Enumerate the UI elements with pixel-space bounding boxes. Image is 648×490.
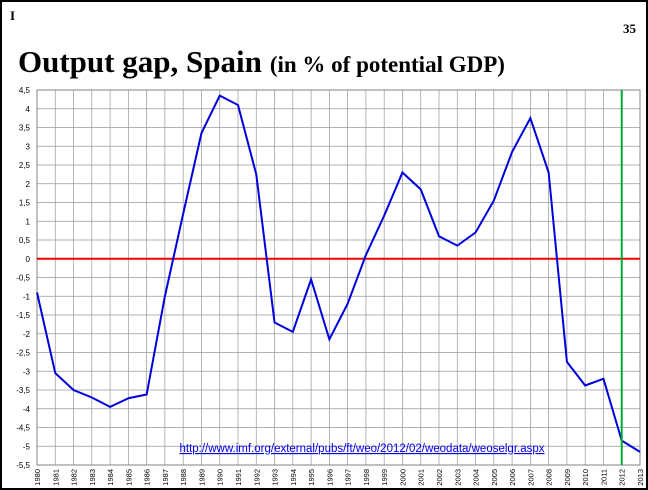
corner-right: 35	[623, 21, 637, 36]
y-tick-label: -2	[23, 330, 31, 339]
x-tick-label: 1990	[216, 469, 225, 486]
y-tick-label: 2	[26, 180, 31, 189]
x-tick-label: 1987	[161, 469, 170, 486]
title-note: (in % of potential GDP)	[270, 52, 505, 77]
x-tick-label: 1999	[380, 469, 389, 486]
x-tick-label: 1980	[33, 469, 42, 486]
x-tick-label: 2008	[545, 469, 554, 486]
x-tick-label: 1991	[234, 469, 243, 486]
x-tick-label: 1986	[143, 469, 152, 486]
corner-left: I	[10, 8, 15, 23]
y-tick-label: -5,5	[16, 461, 30, 470]
x-tick-label: 1984	[106, 469, 115, 486]
x-tick-label: 1981	[51, 469, 60, 486]
x-tick-label: 2003	[453, 469, 462, 486]
x-tick-label: 1992	[252, 469, 261, 486]
x-tick-label: 2009	[563, 469, 572, 486]
source-link[interactable]: http://www.imf.org/external/pubs/ft/weo/…	[179, 443, 544, 455]
y-tick-label: 3	[26, 142, 31, 151]
y-tick-label: -4	[23, 405, 31, 414]
x-tick-label: 1996	[325, 469, 334, 486]
y-tick-label: 1	[26, 217, 31, 226]
y-tick-label: 0	[26, 255, 31, 264]
title-main: Output gap, Spain	[18, 44, 262, 79]
y-tick-label: -5	[23, 442, 31, 451]
x-tick-label: 1995	[307, 469, 316, 486]
x-tick-label: 1988	[179, 469, 188, 486]
y-tick-label: 4	[26, 105, 31, 114]
x-tick-label: 2005	[490, 469, 499, 486]
x-tick-label: 2004	[472, 469, 481, 486]
x-tick-label: 1982	[70, 469, 79, 486]
y-tick-label: 1,5	[19, 199, 31, 208]
y-tick-label: -3	[23, 367, 31, 376]
x-tick-label: 1997	[344, 469, 353, 486]
y-tick-label: -4,5	[16, 424, 30, 433]
x-tick-label: 1985	[124, 469, 133, 486]
y-tick-label: 2,5	[19, 161, 31, 170]
x-tick-label: 2012	[618, 469, 627, 486]
chart-title: Output gap, Spain (in % of potential GDP)	[18, 44, 505, 79]
y-tick-label: -1,5	[16, 311, 30, 320]
x-tick-label: 2006	[508, 469, 517, 486]
x-tick-label: 2000	[398, 469, 407, 486]
x-tick-label: 2013	[636, 469, 645, 486]
y-tick-label: 4,5	[19, 86, 31, 95]
x-tick-label: 1983	[88, 469, 97, 486]
plot-frame	[36, 89, 641, 466]
y-tick-label: -3,5	[16, 386, 30, 395]
x-tick-label: 2002	[435, 469, 444, 486]
x-tick-label: 1998	[362, 469, 371, 486]
data-line	[36, 94, 641, 453]
y-tick-label: -2,5	[16, 349, 30, 358]
x-tick-label: 1993	[271, 469, 280, 486]
x-tick-label: 1989	[197, 469, 206, 486]
x-tick-label: 2010	[581, 469, 590, 486]
y-tick-label: 0,5	[19, 236, 31, 245]
x-tick-label: 2001	[417, 469, 426, 486]
y-tick-label: -0,5	[16, 274, 30, 283]
x-tick-label: 2007	[526, 469, 535, 486]
y-tick-label: -1	[23, 292, 31, 301]
x-tick-label: 2011	[599, 469, 608, 485]
x-tick-label: 1994	[289, 469, 298, 486]
y-tick-label: 3,5	[19, 124, 31, 133]
